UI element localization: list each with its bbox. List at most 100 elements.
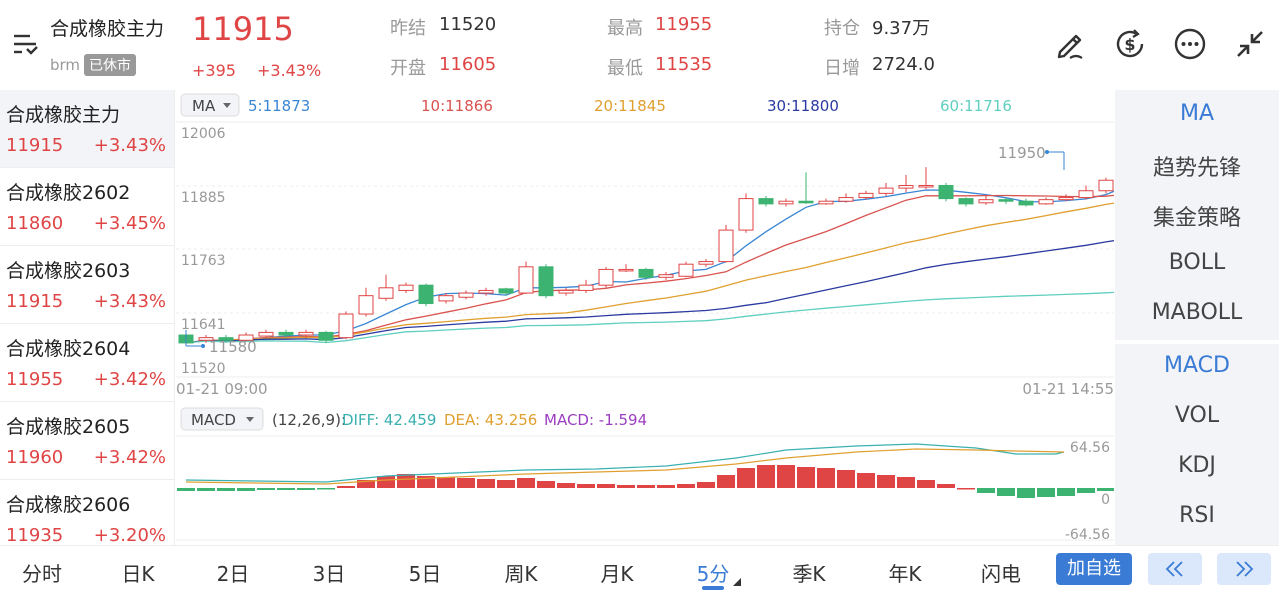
contract-list-price: 11860 [6, 213, 64, 234]
open-value: 11605 [439, 54, 497, 75]
tab-2day[interactable]: 2日 [216, 562, 250, 586]
ma-value: 30:11800 [767, 97, 839, 115]
macd-bar [477, 479, 495, 488]
macd-bar [297, 488, 315, 490]
macd-bar [1017, 488, 1035, 498]
collapse-arrows-icon[interactable] [1232, 26, 1268, 62]
contract-list-pct: +3.42% [93, 447, 166, 468]
macd-bar [957, 488, 975, 490]
indicator-gold-strategy[interactable]: 集金策略 [1152, 206, 1241, 231]
contract-code: brm [50, 56, 81, 74]
indicator-rsi[interactable]: RSI [1179, 503, 1215, 528]
prev-contract-button[interactable] [1148, 553, 1202, 585]
candle-body [818, 200, 834, 205]
candle-body [1018, 200, 1034, 206]
contract-list-item[interactable]: 合成橡胶主力 11915 +3.43% [0, 90, 174, 168]
add-watchlist-button[interactable]: 加自选 [1056, 553, 1132, 585]
macd-bar [197, 488, 215, 491]
contract-list-pct: +3.43% [93, 135, 166, 156]
candle-body [758, 198, 774, 205]
contract-list-item[interactable]: 合成橡胶2604 11955 +3.42% [0, 324, 174, 402]
last-price: 11915 [192, 10, 294, 48]
indicator-maboll[interactable]: MABOLL [1151, 300, 1243, 325]
prev-close-label: 昨结 [390, 18, 426, 39]
contract-list-pct: +3.43% [93, 291, 166, 312]
tab-yearly-k[interactable]: 年K [888, 562, 922, 586]
more-dots-icon[interactable] [1172, 26, 1208, 62]
candle-body [738, 198, 754, 231]
macd-histogram [177, 465, 1114, 498]
kline-chart-svg[interactable]: MA 5:11873 10:11866 20:11845 30:11800 60… [176, 90, 1114, 545]
edit-pen-icon[interactable] [1052, 26, 1088, 62]
macd-selector[interactable] [180, 407, 264, 431]
candle-body [538, 266, 554, 297]
macd-bar [397, 474, 415, 488]
tab-3day[interactable]: 3日 [312, 562, 346, 586]
candle-body [778, 200, 794, 205]
contract-list-name: 合成橡胶2604 [6, 338, 131, 360]
candle-body [958, 198, 974, 205]
candle-body [318, 331, 334, 341]
tab-flash[interactable]: 闪电 [981, 562, 1021, 586]
macd-bar [977, 488, 995, 493]
macd-zero-label: 0 [1101, 492, 1110, 508]
contract-list-pct: +3.42% [93, 369, 166, 390]
quote-header: 合成橡胶主力 brm 已休市 11915 +395 +3.43% 昨结 1152… [0, 0, 1279, 90]
macd-bar [997, 488, 1015, 496]
candle-body [378, 287, 394, 299]
candle-body [978, 199, 994, 204]
list-menu-icon[interactable] [10, 30, 40, 58]
kline-chart-area[interactable]: MA 5:11873 10:11866 20:11845 30:11800 60… [176, 90, 1114, 545]
y-tick-label: 12006 [181, 126, 226, 142]
contract-list-item[interactable]: 合成橡胶2602 11860 +3.45% [0, 168, 174, 246]
contract-list-item[interactable]: 合成橡胶2605 11960 +3.42% [0, 402, 174, 480]
low-label: 最低 [607, 58, 643, 79]
low-marker: 11580 [185, 330, 257, 356]
indicator-ma[interactable]: MA [1179, 101, 1215, 126]
candle-body [878, 187, 894, 194]
macd-bar [537, 481, 555, 488]
contract-list-item[interactable]: 合成橡胶2603 11915 +3.43% [0, 246, 174, 324]
candle-body [918, 184, 934, 188]
next-contract-button[interactable] [1217, 553, 1271, 585]
contract-list-item[interactable]: 合成橡胶2606 11935 +3.20% [0, 480, 174, 545]
candle-body [598, 268, 614, 286]
macd-value: MACD: -1.594 [544, 411, 647, 429]
indicator-macd[interactable]: MACD [1164, 353, 1230, 378]
tab-5min[interactable]: 5分 [696, 562, 730, 586]
macd-bar [217, 488, 235, 491]
macd-bar [697, 482, 715, 488]
candle-body [218, 337, 234, 341]
macd-bar [377, 476, 395, 488]
y-tick-label: 11641 [181, 317, 226, 333]
candle-body [1098, 179, 1114, 192]
contract-name: 合成橡胶主力 [50, 18, 165, 40]
tab-monthly-k[interactable]: 月K [600, 562, 634, 586]
macd-bar [1097, 488, 1114, 491]
tab-5day[interactable]: 5日 [408, 562, 442, 586]
ma-line [185, 291, 1114, 344]
status-badge: 已休市 [84, 54, 136, 76]
macd-bar [797, 467, 815, 488]
macd-bottom-label: -64.56 [1065, 527, 1110, 543]
candle-body [478, 289, 494, 294]
y-tick-label: 11885 [181, 190, 226, 206]
high-marker: 11950 [998, 144, 1065, 170]
tab-quarterly-k[interactable]: 季K [792, 562, 826, 586]
macd-dea: DEA: 43.256 [444, 411, 537, 429]
low-value: 11535 [655, 54, 713, 75]
candle-body [998, 199, 1014, 202]
indicator-boll[interactable]: BOLL [1168, 250, 1226, 275]
tab-intraday[interactable]: 分时 [22, 562, 62, 586]
currency-refresh-icon[interactable]: $ [1112, 26, 1148, 62]
indicator-vol[interactable]: VOL [1174, 403, 1220, 428]
indicator-kdj[interactable]: KDJ [1178, 453, 1216, 478]
ma-line [185, 194, 1114, 344]
indicator-trend-pioneer[interactable]: 趋势先锋 [1152, 156, 1241, 181]
macd-bar [917, 480, 935, 488]
tab-weekly-k[interactable]: 周K [504, 562, 538, 586]
ma-selector[interactable] [180, 93, 240, 117]
tab-daily-k[interactable]: 日K [121, 562, 155, 586]
high-marker-label: 11950 [998, 144, 1046, 162]
candle-body [418, 284, 434, 305]
